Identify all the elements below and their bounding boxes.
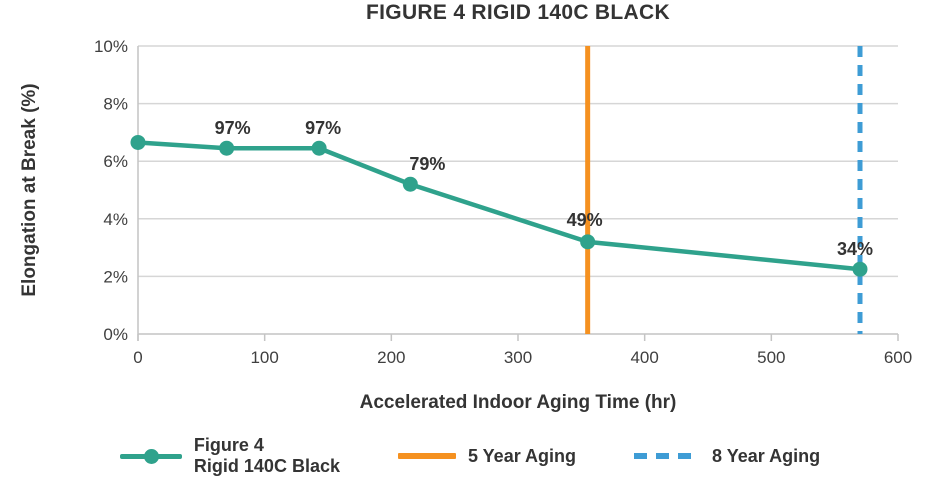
x-tick-label: 100	[250, 348, 278, 367]
data-point-label: 97%	[215, 118, 251, 138]
data-point-marker	[402, 176, 418, 192]
y-tick-label: 8%	[103, 95, 128, 114]
solid-line-swatch-icon	[397, 453, 456, 459]
legend-item-5-year-aging: 5 Year Aging	[397, 445, 577, 467]
legend: Figure 4 Rigid 140C Black 5 Year Aging 8…	[0, 424, 940, 488]
data-point-label: 49%	[567, 210, 603, 230]
data-point-label: 79%	[409, 154, 445, 174]
x-tick-label: 400	[630, 348, 658, 367]
legend-label-series-line2: Rigid 140C Black	[193, 456, 340, 476]
legend-label-series-line1: Figure 4	[193, 435, 264, 456]
x-tick-label: 0	[133, 348, 142, 367]
data-point-marker	[580, 234, 596, 250]
series-line	[135, 140, 863, 272]
x-tick-label: 600	[884, 348, 912, 367]
x-tick-label: 500	[757, 348, 785, 367]
chart-title: FIGURE 4 RIGID 140C BLACK	[366, 1, 670, 24]
dashed-line-swatch-icon	[634, 453, 701, 459]
legend-item-8-year-aging: 8 Year Aging	[634, 446, 820, 467]
y-tick-label: 0%	[103, 325, 128, 344]
y-tick-label: 6%	[103, 152, 128, 171]
series-marker-glyph	[143, 449, 159, 464]
y-tick-label: 10%	[94, 37, 128, 56]
x-tick-label: 200	[377, 348, 405, 367]
data-point-marker	[311, 140, 327, 156]
data-point-label: 97%	[305, 118, 341, 138]
y-tick-label: 4%	[103, 210, 128, 229]
legend-item-series: Figure 4 Rigid 140C Black	[119, 435, 340, 476]
data-point-label: 34%	[837, 239, 873, 259]
data-point-marker	[130, 134, 146, 150]
y-tick-label: 2%	[103, 267, 128, 286]
x-tick-label: 300	[504, 348, 532, 367]
legend-label-5-year-aging: 5 Year Aging	[467, 445, 577, 466]
series-line-swatch-icon	[119, 448, 182, 464]
legend-label-8-year-aging: 8 Year Aging	[712, 445, 821, 466]
data-point-marker	[852, 261, 868, 277]
legend-label-series: Figure 4 Rigid 140C Black	[194, 435, 340, 476]
x-axis-title: Accelerated Indoor Aging Time (hr)	[359, 392, 677, 413]
data-point-marker	[219, 140, 235, 156]
